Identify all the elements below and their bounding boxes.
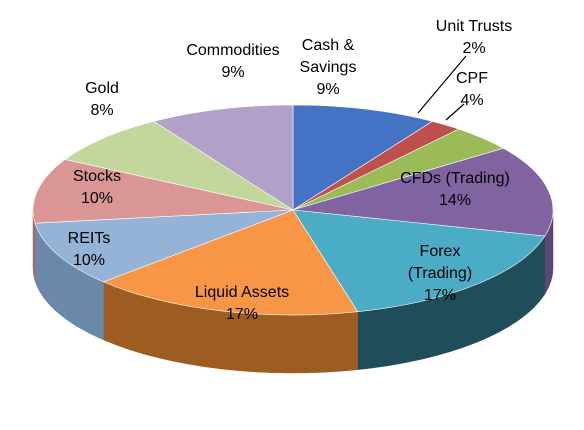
slice-liquid-assets[interactable] (102, 209, 359, 316)
label-name: Forex (420, 243, 461, 260)
slice-stocks[interactable] (32, 159, 294, 224)
label-name: CPF (456, 70, 488, 87)
label-reits: REITs 10% (68, 230, 111, 269)
pie-slices (32, 104, 554, 316)
label-name: Gold (85, 80, 119, 97)
label-cpf: CPF 4% (456, 70, 488, 109)
slice-cash-and-savings[interactable] (292, 104, 434, 211)
label-name: Cash & (302, 37, 355, 54)
label-stocks: Stocks 10% (73, 168, 121, 207)
label-name: Liquid Assets (195, 284, 289, 301)
label-cfds-trading: CFDs (Trading) 14% (400, 170, 510, 209)
label-percent: 4% (460, 92, 483, 109)
leader-line-cpf (445, 103, 465, 121)
label-commodities: Commodities 9% (186, 42, 279, 81)
leader-line-unit-trusts (417, 55, 467, 114)
label-percent: 10% (81, 190, 113, 207)
label-name: Commodities (186, 42, 279, 59)
slice-gold[interactable] (64, 121, 294, 211)
label-name: (Trading) (408, 265, 472, 282)
slice-commodities[interactable] (152, 104, 294, 211)
label-forex-trading: Forex (Trading) 17% (408, 243, 472, 304)
label-percent: 9% (221, 64, 244, 81)
label-unit-trusts: Unit Trusts 2% (436, 18, 512, 57)
label-percent: 17% (226, 306, 258, 323)
label-name: Stocks (73, 168, 121, 185)
label-liquid-assets: Liquid Assets 17% (195, 284, 289, 323)
label-name: REITs (68, 230, 111, 247)
label-percent: 8% (90, 102, 113, 119)
label-percent: 17% (424, 287, 456, 304)
leader-lines (417, 55, 467, 121)
label-percent: 10% (73, 252, 105, 269)
slice-reits[interactable] (34, 209, 294, 283)
pie-sides (32, 209, 554, 374)
label-percent: 2% (462, 40, 485, 57)
label-name: Savings (300, 59, 357, 76)
label-name: CFDs (Trading) (400, 170, 510, 187)
label-percent: 14% (439, 192, 471, 209)
label-cash-and-savings: Cash & Savings 9% (300, 37, 357, 98)
label-percent: 9% (316, 81, 339, 98)
slice-cfds-trading[interactable] (292, 147, 554, 237)
label-name: Unit Trusts (436, 18, 512, 35)
slice-forex-trading[interactable] (292, 209, 546, 313)
slice-labels: Cash & Savings 9% Unit Trusts 2% CPF 4% CFDs (T… (68, 18, 513, 323)
label-gold: Gold 8% (85, 80, 119, 119)
